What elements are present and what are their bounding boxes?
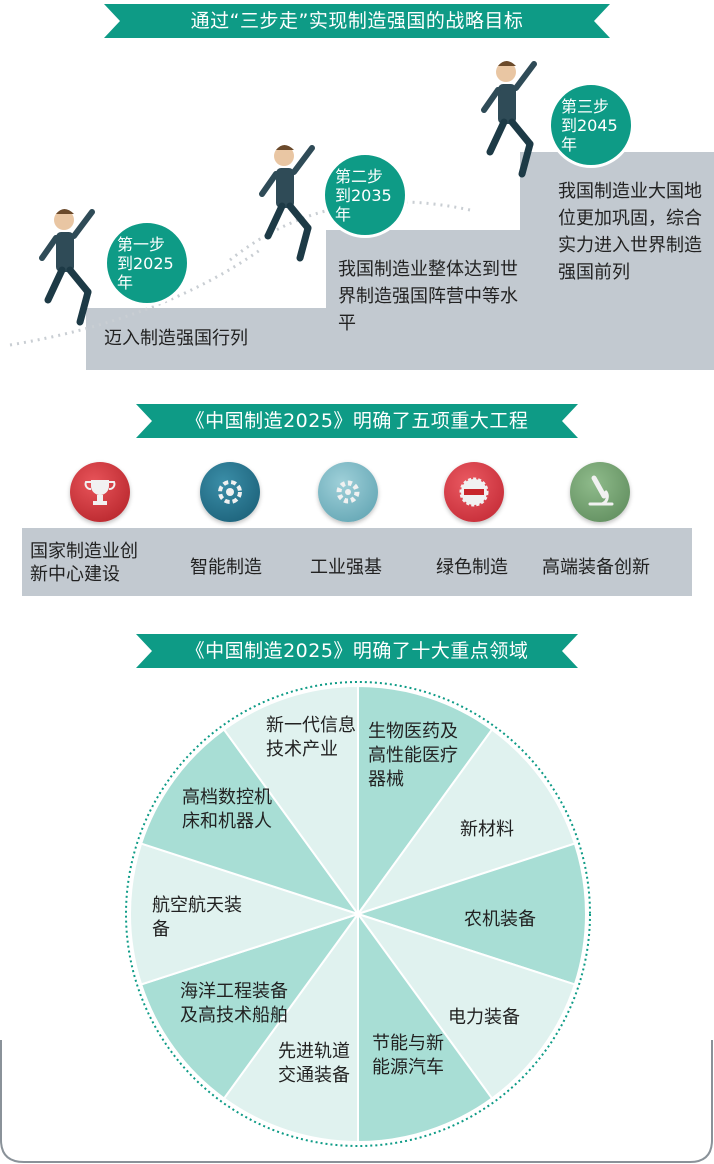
- step-badge-2-year: 到2035年: [335, 185, 392, 224]
- step-desc-3: 我国制造业大国地位更加巩固，综合实力进入世界制造强国前列: [558, 181, 702, 283]
- field-label-6: 节能与新能源汽车: [372, 1033, 444, 1078]
- banner-title: 通过“三步走”实现制造强国的战略目标: [190, 10, 524, 32]
- step-bar-2: [326, 230, 526, 370]
- runner-figure-1: [39, 209, 95, 326]
- field-label-4: 农机装备: [464, 909, 536, 930]
- projects-bar: [22, 528, 692, 596]
- banner-ten-fields: 《中国制造2025》明确了十大重点领域: [136, 634, 578, 668]
- field-label-7: 先进轨道交通装备: [278, 1041, 350, 1086]
- field-sector-3: [354, 842, 587, 986]
- banner-title: 《中国制造2025》明确了十大重点领域: [185, 640, 529, 662]
- field-label-10: 高档数控机床和机器人: [182, 787, 272, 832]
- project-label-1-text: 国家制造业创新中心建设: [30, 541, 138, 585]
- project-label-2: 智能制造: [190, 557, 262, 578]
- step-badge-1: 第一步 到2025年: [104, 220, 190, 306]
- gear-icon: [318, 462, 378, 522]
- step-bar-3: [520, 152, 714, 370]
- banner-ribbon: [104, 4, 610, 38]
- step-desc-1: 迈入制造强国行列: [104, 328, 248, 349]
- field-sector-8: [129, 842, 362, 986]
- project-label-1: 国家制造业创新中心建设: [30, 540, 150, 586]
- step-badge-1-title: 第一步: [117, 234, 166, 254]
- project-label-5: 高端装备创新: [542, 557, 650, 578]
- field-sector-1: [357, 684, 494, 918]
- step-badge-2-title: 第二步: [335, 166, 384, 186]
- runner-figure-2: [259, 145, 315, 262]
- field-label-8: 海洋工程装备及高技术船舶: [180, 981, 288, 1026]
- runner-figure-3: [481, 61, 537, 178]
- step-badge-3-title: 第三步: [561, 96, 610, 116]
- banner-five-projects: 《中国制造2025》明确了五项重大工程: [136, 404, 578, 438]
- field-label-2: 生物医药及高性能医疗器械: [368, 721, 458, 790]
- field-label-5: 电力装备: [448, 1007, 520, 1028]
- step-badge-3-year: 到2045年: [561, 115, 618, 154]
- motion-trail: [9, 200, 471, 347]
- field-label-3: 新材料: [460, 819, 514, 840]
- field-label-9: 航空航天装备: [152, 895, 242, 940]
- project-label-4: 绿色制造: [436, 557, 508, 578]
- step-bar-1: [86, 308, 336, 370]
- smart-gear-icon: [200, 462, 260, 522]
- project-label-3: 工业强基: [310, 557, 382, 578]
- step-badge-2: 第二步 到2035年: [322, 152, 408, 238]
- step-badge-1-year: 到2025年: [117, 253, 174, 292]
- green-badge-icon: [444, 462, 504, 522]
- banner-strategy: 通过“三步走”实现制造强国的战略目标: [104, 4, 610, 38]
- wheel-dotted-ring: [125, 681, 591, 1147]
- banner-ribbon: [136, 634, 578, 668]
- microscope-icon: [570, 462, 630, 522]
- field-sector-2: [355, 728, 577, 916]
- step-badge-3: 第三步 到2045年: [548, 82, 634, 168]
- field-sector-9: [139, 728, 361, 916]
- banner-title: 《中国制造2025》明确了五项重大工程: [185, 410, 529, 432]
- banner-ribbon: [136, 404, 578, 438]
- field-label-1: 新一代信息技术产业: [266, 715, 356, 760]
- trophy-icon: [70, 462, 130, 522]
- field-sector-10: [222, 684, 359, 918]
- step-desc-2: 我国制造业整体达到世界制造强国阵营中等水平: [338, 259, 518, 334]
